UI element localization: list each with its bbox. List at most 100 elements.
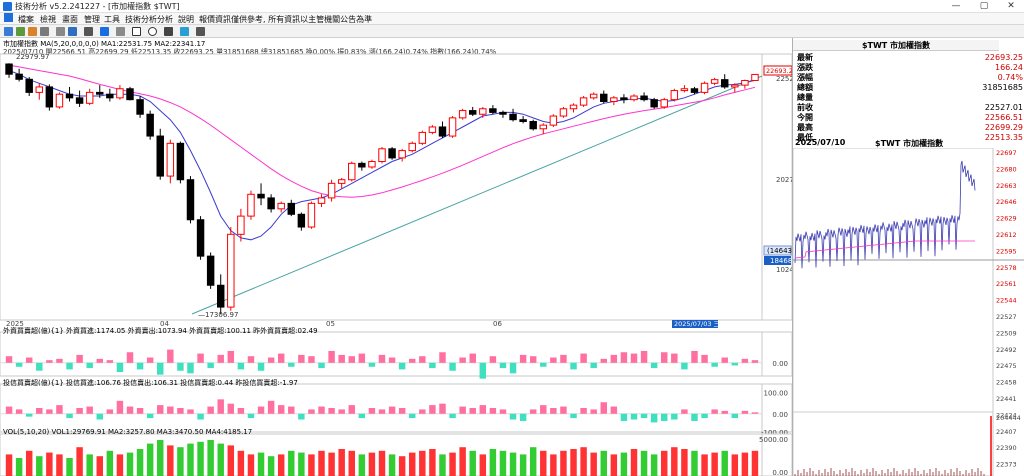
volume-bar [318,450,325,476]
volume-bar [540,450,547,476]
invest-bar [66,413,73,419]
invest-bar [409,413,416,419]
menu-screen[interactable]: 畫面 [62,15,78,24]
candle-body [216,284,225,308]
candle-body [307,202,316,228]
volume-bar [358,454,366,476]
foreign-bar [247,356,255,363]
line-icon[interactable] [100,27,109,36]
candle-body [227,233,235,308]
menu-view[interactable]: 檢視 [40,15,56,24]
foreign-bar [25,357,33,363]
menu-tools[interactable]: 工具 [104,15,120,24]
volume-bar [419,450,426,476]
intraday-price-label: 22544 [996,297,1017,305]
intraday-price-label: 22680 [996,165,1017,173]
menu-manage[interactable]: 管理 [84,15,100,24]
intraday-avg-line [794,240,975,259]
grid-icon[interactable] [16,27,25,36]
x-axis-label: 2025 [6,320,24,328]
cursor-price-label: (14643) [767,247,792,255]
maximize-button[interactable]: ▢ [979,1,989,11]
volume-bar [288,450,295,476]
candle-body [650,99,658,108]
volume-bar [368,452,376,476]
save-icon[interactable] [196,27,205,36]
volume-bar [207,440,214,476]
invest-bar [368,408,376,414]
invest-bar [277,405,285,414]
foreign-bar [267,357,275,363]
menu-analysis[interactable]: 分析 [157,15,173,24]
invest-bar [388,406,396,414]
menu-tech-analysis[interactable]: 技術分析 [125,15,157,24]
foreign-bar [187,362,194,374]
quote-row-change: 漲跌 166.24 [797,63,1023,72]
minimize-button[interactable]: — [951,1,961,11]
volume-bar [590,452,597,476]
foreign-bar [36,362,43,371]
volume-bar [509,452,517,476]
text-icon[interactable] [164,27,173,36]
candle-body [398,150,406,159]
trend-line [191,75,763,315]
foreign-bar [15,362,23,367]
invest-bar [731,413,739,419]
invest-bar [469,408,476,414]
menu-file[interactable]: 檔案 [18,15,34,24]
foreign-bar [106,360,114,363]
volume-bar [701,454,708,476]
volume-bar [681,449,688,476]
foreign-bar [217,354,224,363]
volume-axis-label: 0.00 [772,469,788,476]
volume-bar [378,450,386,476]
foreign-bar [348,356,355,363]
chart-area[interactable]: 22979.97 —17306.97 20274 10247 22527 (14643) 1… [0,38,792,476]
ellipse-icon[interactable] [148,27,157,36]
candle-body [428,126,437,133]
close-button[interactable]: ✕ [1007,1,1015,11]
invest-bar [701,413,708,419]
candle-body [15,73,23,80]
invest-bar [711,409,718,414]
intraday-price-label: 22373 [996,461,1017,469]
bar-icon[interactable] [68,27,77,36]
candle-body [116,88,124,99]
candle-body [680,88,689,92]
volume-bar [146,443,154,476]
invest-bar [439,403,446,414]
candle-body [509,113,517,121]
toolbar [0,25,1024,38]
invest-bar [691,413,698,421]
rect-icon[interactable] [132,27,141,36]
invest-bar [267,400,275,414]
candle-body [65,93,74,99]
select-icon[interactable] [84,27,93,36]
list-icon[interactable] [4,27,13,36]
foreign-bar [318,362,325,369]
menu-app-icon[interactable] [4,13,13,22]
intraday-chart[interactable]: 22697 22680 22663 22646 22629 22612 22595 22578… [793,148,1024,476]
intraday-date: 2025/07/10 [795,138,846,147]
intraday-price-label: 22595 [996,247,1017,255]
volume-chart-header: VOL(5,10,20) VOL1:29769.91 MA2:3257.80 M… [3,428,253,436]
fib-icon[interactable] [116,27,125,36]
candle-body [529,121,537,130]
candle-body [458,110,467,119]
volume-bar [86,454,93,476]
zoom-icon[interactable] [56,27,65,36]
invest-bar [308,409,315,414]
invest-bar [499,409,507,414]
sort-icon[interactable] [40,27,49,36]
candle-body [166,142,175,177]
foreign-bar [489,356,497,363]
menu-help[interactable]: 說明 [178,15,194,24]
candle-body [96,91,104,95]
chart-icon[interactable] [28,27,37,36]
volume-bar [731,454,739,476]
foreign-bar [46,360,53,363]
candle-body [751,73,759,81]
invest-bar [56,405,63,414]
color-icon[interactable] [180,27,189,36]
invest-bar [398,408,406,414]
